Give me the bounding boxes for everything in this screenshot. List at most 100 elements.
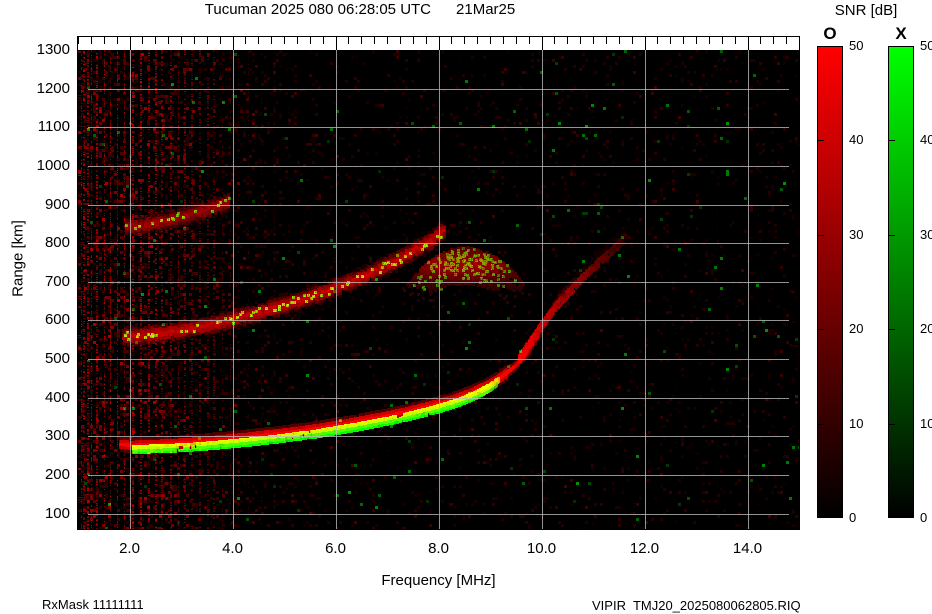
tick-mark [793, 374, 799, 375]
tick-mark [477, 37, 478, 44]
tick-mark [78, 189, 84, 190]
y-tick-label: 1300 [36, 41, 70, 58]
y-tick-label: 800 [44, 234, 70, 252]
tick-mark [78, 429, 84, 430]
tick-mark [593, 37, 594, 44]
y-tick-label: 900 [44, 195, 70, 213]
tick-mark [245, 37, 246, 44]
tick-mark [78, 266, 84, 267]
tick-mark [632, 37, 633, 44]
tick-mark [78, 143, 84, 144]
colorbar-tick-mark [888, 329, 895, 330]
tick-mark [168, 37, 169, 44]
tick-mark [799, 37, 800, 44]
colorbar-tick-label: 40 [849, 132, 864, 147]
colorbar-tick-label: 10 [849, 416, 864, 431]
tick-mark [793, 305, 799, 306]
tick-mark [793, 483, 799, 484]
tick-mark [78, 243, 88, 244]
tick-mark [793, 120, 799, 121]
y-tick-label: 300 [44, 427, 70, 445]
colorbar-o-gradient[interactable] [817, 46, 843, 518]
tick-mark [793, 65, 799, 66]
tick-mark [78, 37, 79, 44]
tick-mark [451, 37, 452, 44]
tick-mark [336, 37, 337, 50]
y-tick-label: 500 [44, 350, 70, 368]
colorbar-x-gradient[interactable] [888, 46, 914, 518]
tick-mark [793, 104, 799, 105]
tick-mark [117, 37, 118, 44]
y-tick-label: 400 [44, 388, 70, 406]
tick-mark [793, 382, 799, 383]
tick-mark [78, 313, 84, 314]
tick-mark [194, 37, 195, 44]
tick-mark [78, 452, 84, 453]
colorbar-tick-mark [817, 235, 824, 236]
colorbar-title: SNR [dB] [834, 2, 898, 19]
tick-mark [78, 228, 84, 229]
tick-mark [78, 459, 84, 460]
ionogram-heatmap[interactable] [78, 50, 799, 529]
tick-mark [793, 81, 799, 82]
tick-mark [793, 228, 799, 229]
tick-mark [793, 313, 799, 314]
tick-mark [78, 390, 84, 391]
tick-mark [793, 413, 799, 414]
tick-mark [645, 37, 646, 50]
tick-mark [233, 37, 234, 50]
y-tick-label: 1200 [36, 79, 70, 97]
colorbar-tick-label: 20 [849, 321, 864, 336]
tick-mark [78, 166, 88, 167]
tick-mark [78, 150, 84, 151]
tick-mark [793, 235, 799, 236]
tick-mark [323, 37, 324, 44]
tick-mark [793, 220, 799, 221]
colorbar-o-label: O [823, 24, 837, 43]
tick-mark [793, 336, 799, 337]
tick-mark [793, 459, 799, 460]
y-tick-label: 600 [44, 311, 70, 329]
tick-mark [567, 37, 568, 44]
tick-mark [789, 89, 799, 90]
tick-mark [78, 498, 84, 499]
tick-mark [793, 158, 799, 159]
tick-mark [348, 37, 349, 44]
tick-mark [789, 282, 799, 283]
tick-mark [78, 514, 88, 515]
tick-mark [793, 197, 799, 198]
tick-mark [786, 37, 787, 44]
tick-mark [793, 96, 799, 97]
tick-mark [78, 89, 88, 90]
x-tick-label: 12.0 [629, 540, 660, 557]
tick-mark [78, 197, 84, 198]
colorbar-tick-mark [817, 424, 824, 425]
colorbar-tick-label: 30 [920, 227, 932, 242]
tick-mark [516, 37, 517, 44]
tick-mark [104, 37, 105, 44]
tick-mark [793, 174, 799, 175]
tick-mark [793, 112, 799, 113]
tick-mark [793, 521, 799, 522]
colorbar-tick-label: 0 [849, 510, 857, 525]
tick-mark [789, 243, 799, 244]
tick-mark [793, 328, 799, 329]
colorbar-tick-label: 0 [920, 510, 928, 525]
tick-mark [78, 359, 88, 360]
tick-mark [78, 367, 84, 368]
tick-mark [78, 490, 84, 491]
tick-mark [78, 174, 84, 175]
tick-mark [78, 120, 84, 121]
tick-mark [793, 150, 799, 151]
tick-mark [400, 37, 401, 44]
tick-mark [657, 37, 658, 44]
tick-mark [439, 37, 440, 50]
tick-mark [793, 290, 799, 291]
tick-mark [258, 37, 259, 44]
colorbar-tick-mark [817, 329, 824, 330]
tick-mark [793, 405, 799, 406]
tick-mark [142, 37, 143, 44]
tick-mark [793, 212, 799, 213]
tick-mark [78, 282, 88, 283]
tick-mark [793, 429, 799, 430]
